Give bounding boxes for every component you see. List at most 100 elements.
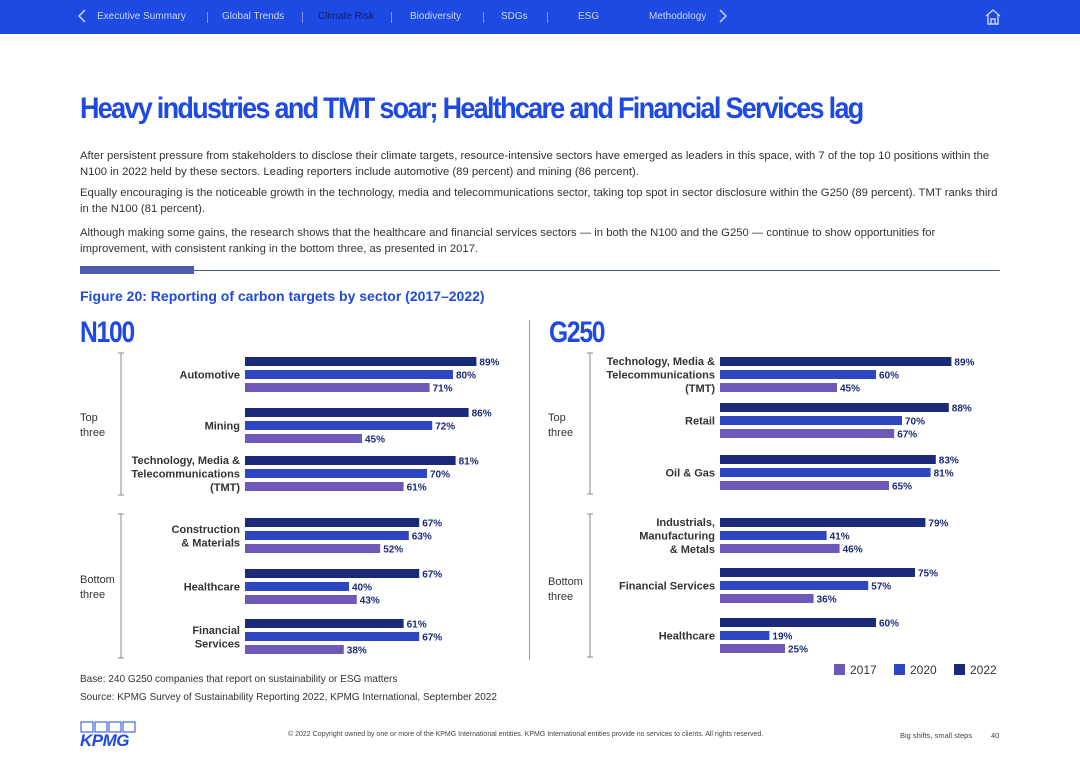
intro-paragraph: After persistent pressure from stakehold… [80,150,990,178]
g250-value-label: 25% [788,645,808,656]
g250-category-label: Healthcare [659,631,715,643]
g250-category-label: Telecommunications [606,370,715,382]
n100-category-label: Automotive [180,370,241,382]
n100-value-label: 81% [459,457,479,468]
top-nav-bar: Executive Summary Global Trends Climate … [0,0,1080,34]
g250-bar-2020 [720,581,869,590]
g250-bar-2020 [720,370,876,379]
n100-value-label: 71% [433,384,453,395]
g250-value-label: 41% [830,532,850,543]
n100-bar-2020 [245,632,420,641]
legend-label-2020: 2020 [910,663,937,677]
g250-category-label: Retail [685,416,715,428]
n100-bar-2020 [245,531,409,540]
tmt-paragraph: Equally encouraging is the noticeable gr… [80,187,998,215]
n100-value-label: 86% [472,409,492,420]
home-icon[interactable] [984,8,1002,26]
n100-category-label: Construction [172,524,241,536]
g250-value-label: 36% [817,595,837,606]
g250-category-label: Manufacturing [639,531,715,543]
g250-value-label: 79% [928,519,948,530]
n100-bar-2022 [245,619,404,628]
section-divider-accent [80,266,194,274]
n100-bar-2022 [245,518,420,527]
g250-value-label: 46% [843,545,863,556]
footer-tagline: Big shifts, small steps [900,731,973,740]
n100-chart-title: N100 [80,316,135,349]
page-title: Heavy industries and TMT soar; Healthcar… [80,92,864,125]
page-number: 40 [991,731,1000,740]
n100-bar-2020 [245,469,427,478]
n100-category-label: Financial [192,625,240,637]
nav-separator [391,12,392,23]
g250-value-label: 75% [918,569,938,580]
nav-executive-summary[interactable]: Executive Summary [97,11,186,22]
n100-bottom-group-label: Bottom three [80,574,115,601]
source-note: Source: KPMG Survey of Sustainability Re… [80,692,497,703]
n100-value-label: 40% [352,583,372,594]
n100-category-label: Mining [205,421,240,433]
n100-category-label: (TMT) [210,482,240,494]
nav-biodiversity[interactable]: Biodiversity [410,11,462,22]
g250-chart-title: G250 [549,316,605,349]
chevron-right-icon[interactable] [719,9,727,23]
base-note: Base: 240 G250 companies that report on … [80,674,398,685]
n100-category-label: Technology, Media & [132,455,240,467]
g250-bar-2017 [720,383,837,392]
nav-separator [547,12,548,23]
n100-value-label: 67% [422,633,442,644]
n100-value-label: 38% [347,646,367,657]
chart-divider [529,320,530,660]
n100-bar-2017 [245,595,357,604]
kpmg-logo: KPMG [80,720,136,750]
g250-category-label: & Metals [670,544,715,556]
g250-value-label: 67% [897,430,917,441]
nav-sdgs[interactable]: SDGs [501,11,528,22]
figure-title: Figure 20: Reporting of carbon targets b… [80,288,485,304]
n100-category-label: Telecommunications [131,469,240,481]
n100-bar-2017 [245,645,344,654]
legend-label-2017: 2017 [850,663,877,677]
n100-category-label: Services [195,638,240,650]
g250-bar-2020 [720,416,902,425]
g250-value-label: 88% [952,404,972,415]
n100-value-label: 63% [412,532,432,543]
n100-bar-2020 [245,370,453,379]
kpmg-logo-text: KPMG [80,731,130,750]
n100-bar-2022 [245,357,477,366]
g250-bar-2017 [720,644,785,653]
g250-bar-2017 [720,544,840,553]
legend-item-2020: 2020 [894,663,937,677]
g250-category-label: Financial Services [619,581,715,593]
n100-bar-2022 [245,569,420,578]
g250-value-label: 70% [905,417,925,428]
legend-swatch-2017 [834,664,845,675]
legend-swatch-2020 [894,664,905,675]
g250-value-label: 89% [954,358,974,369]
n100-value-label: 45% [365,435,385,446]
nav-esg[interactable]: ESG [578,11,600,22]
nav-global-trends[interactable]: Global Trends [222,11,285,22]
g250-value-label: 60% [879,619,899,630]
g250-bar-2022 [720,618,876,627]
n100-value-label: 43% [360,596,380,607]
g250-top-group-label: Top three [548,412,574,439]
g250-bar-2017 [720,429,895,438]
n100-value-label: 89% [479,358,499,369]
nav-methodology[interactable]: Methodology [649,11,707,22]
n100-bar-2017 [245,482,404,491]
legend-label-2022: 2022 [970,663,997,677]
n100-value-label: 67% [422,519,442,530]
legend-swatch-2022 [954,664,965,675]
n100-bar-2022 [245,408,469,417]
legend-item-2017: 2017 [834,663,877,677]
n100-category-label: Healthcare [184,582,240,594]
g250-bar-2020 [720,468,931,477]
n100-value-label: 61% [407,620,427,631]
nav-climate-risk[interactable]: Climate Risk [318,11,375,22]
nav-separator [483,12,484,23]
g250-category-label: (TMT) [685,383,715,395]
chevron-left-icon[interactable] [78,9,86,23]
n100-bar-2020 [245,582,349,591]
